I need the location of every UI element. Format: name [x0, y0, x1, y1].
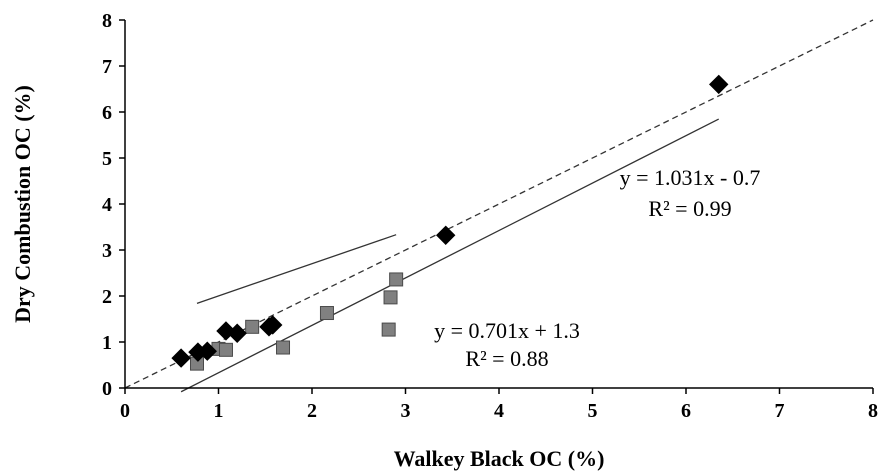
y-tick-label: 3: [102, 240, 112, 262]
trendline-layer: [180, 118, 720, 393]
x-tick-label: 8: [868, 400, 878, 422]
y-tick-label: 6: [102, 102, 112, 124]
square-point: [245, 319, 260, 334]
x-tick-label: 4: [494, 400, 504, 422]
diamond-point: [435, 225, 456, 245]
x-tick-label: 7: [775, 400, 785, 422]
x-tick-label: 5: [588, 400, 598, 422]
diamond-point: [709, 74, 729, 95]
square-point: [319, 306, 334, 321]
tick-layer: 0 1 2 3 4 5 6 7 8 0 1 2 3 4 5 6 7 8: [102, 10, 878, 422]
square-point: [389, 272, 404, 287]
one-to-one-reference-line: [124, 19, 874, 389]
data-points: [171, 74, 729, 371]
x-tick-label: 2: [307, 400, 317, 422]
equation-series-1: y = 1.031x - 0.7: [620, 165, 761, 190]
x-tick-label: 1: [214, 400, 224, 422]
y-tick-label: 4: [102, 194, 112, 216]
x-axis-label: Walkey Black OC (%): [394, 446, 605, 471]
square-point: [276, 340, 291, 355]
equation-series-2: y = 0.701x + 1.3: [434, 318, 580, 343]
y-axis-label: Dry Combustion OC (%): [10, 85, 35, 323]
trendline-series-2: [196, 234, 397, 304]
diamond-point: [263, 315, 283, 335]
x-tick-label: 0: [120, 400, 130, 422]
trendline-series-1: [180, 118, 720, 393]
diamond-point: [227, 323, 247, 343]
y-tick-label: 2: [102, 286, 112, 308]
y-tick-label: 1: [102, 332, 112, 354]
r2-series-2: R² = 0.88: [465, 346, 548, 371]
square-point: [383, 290, 398, 305]
y-tick-label: 7: [102, 56, 112, 78]
x-tick-label: 3: [401, 400, 411, 422]
diamond-point: [197, 341, 217, 361]
y-tick-label: 0: [102, 378, 112, 400]
square-point: [381, 322, 396, 337]
x-tick-label: 6: [681, 400, 691, 422]
diamond-point: [171, 348, 191, 368]
reference-line-layer: [124, 19, 874, 389]
r2-series-1: R² = 0.99: [648, 196, 731, 221]
y-tick-label: 5: [102, 148, 112, 170]
square-point: [218, 342, 233, 357]
y-tick-label: 8: [102, 10, 112, 32]
